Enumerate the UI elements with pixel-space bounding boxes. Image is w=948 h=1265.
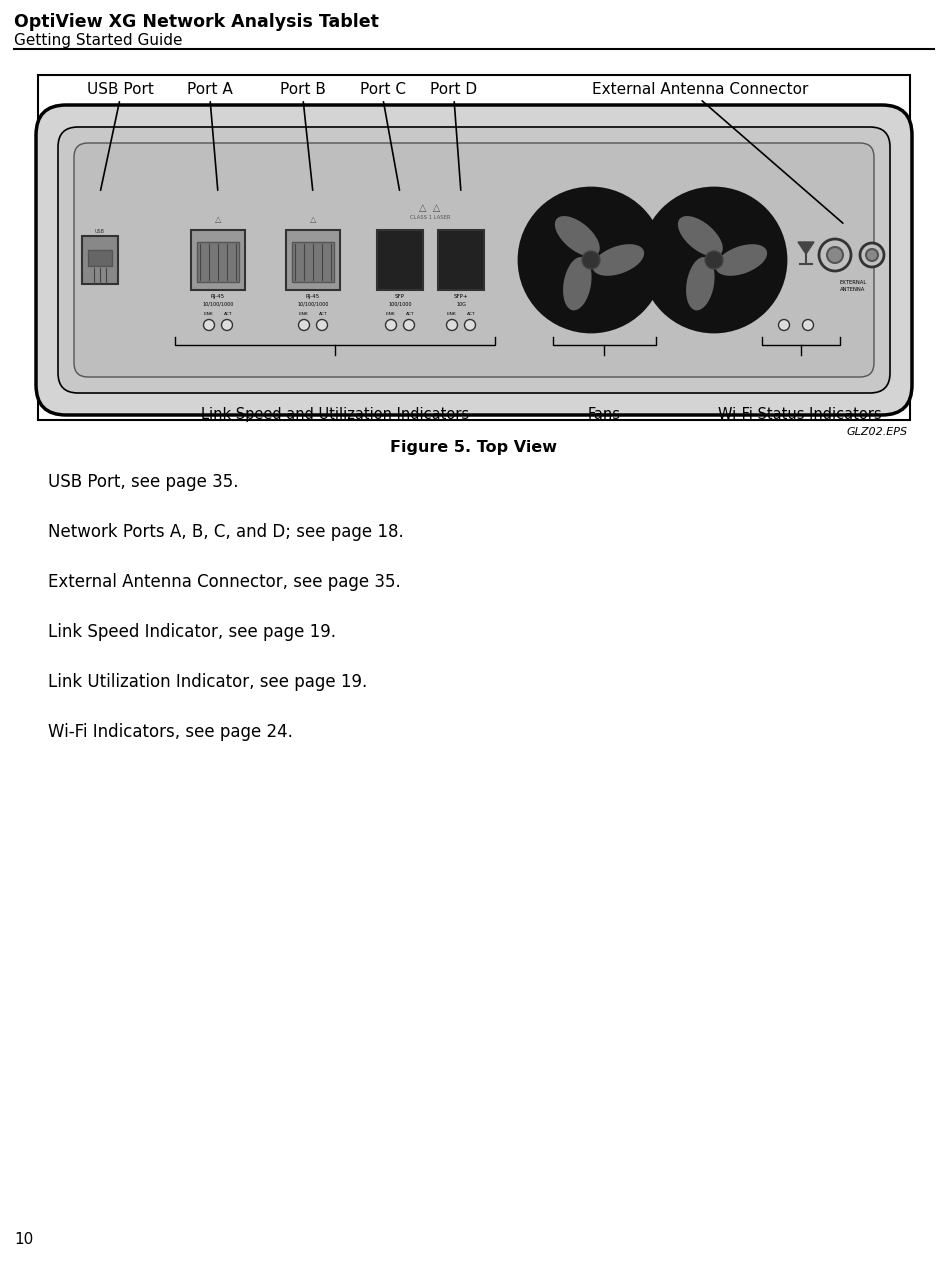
Text: SFP+: SFP+ (454, 293, 468, 299)
Text: △: △ (215, 215, 221, 224)
Text: RJ-45: RJ-45 (211, 293, 225, 299)
Text: △  △: △ △ (419, 202, 441, 213)
Text: 10/100/1000: 10/100/1000 (202, 302, 234, 307)
Text: Wi-Fi Indicators, see page 24.: Wi-Fi Indicators, see page 24. (48, 724, 293, 741)
Text: ACT: ACT (406, 312, 414, 316)
Text: Port A: Port A (187, 82, 233, 97)
Circle shape (386, 320, 396, 330)
Circle shape (860, 243, 884, 267)
Circle shape (582, 250, 600, 269)
Text: Link Speed and Utilization Indicators: Link Speed and Utilization Indicators (201, 407, 469, 423)
Circle shape (404, 320, 414, 330)
Text: Link Speed Indicator, see page 19.: Link Speed Indicator, see page 19. (48, 622, 336, 641)
Ellipse shape (563, 257, 592, 310)
Text: SFP: SFP (395, 293, 405, 299)
Text: Network Ports A, B, C, and D; see page 18.: Network Ports A, B, C, and D; see page 1… (48, 522, 404, 541)
Bar (286, 230, 340, 290)
Text: △: △ (310, 215, 317, 224)
Text: Port D: Port D (430, 82, 478, 97)
Circle shape (778, 320, 790, 330)
Bar (88, 250, 112, 266)
Text: Port C: Port C (360, 82, 406, 97)
Bar (197, 242, 239, 282)
Text: RJ-45: RJ-45 (306, 293, 320, 299)
Circle shape (222, 320, 232, 330)
Text: LINK: LINK (203, 312, 212, 316)
Text: 100/1000: 100/1000 (389, 302, 411, 307)
Bar (377, 230, 423, 290)
FancyBboxPatch shape (36, 105, 912, 415)
Ellipse shape (555, 216, 600, 257)
Circle shape (465, 320, 476, 330)
Text: LINK: LINK (447, 312, 456, 316)
Text: Port B: Port B (280, 82, 326, 97)
Text: Link Utilization Indicator, see page 19.: Link Utilization Indicator, see page 19. (48, 673, 367, 691)
Circle shape (299, 320, 309, 330)
Circle shape (519, 188, 663, 331)
Text: USB Port, see page 35.: USB Port, see page 35. (48, 473, 239, 491)
Text: USB: USB (95, 229, 105, 234)
Bar (438, 230, 484, 290)
Text: LINK: LINK (385, 312, 394, 316)
Text: EXTERNAL: EXTERNAL (839, 280, 866, 285)
Circle shape (705, 250, 723, 269)
Circle shape (819, 239, 851, 271)
Circle shape (866, 249, 878, 261)
Text: LINK: LINK (299, 312, 308, 316)
Bar (292, 242, 334, 282)
Text: ACT: ACT (466, 312, 475, 316)
Bar (82, 237, 118, 285)
Circle shape (317, 320, 327, 330)
Text: OptiView XG Network Analysis Tablet: OptiView XG Network Analysis Tablet (14, 13, 379, 32)
Ellipse shape (686, 257, 715, 310)
Bar (191, 230, 245, 290)
Text: Wi-Fi Status Indicators: Wi-Fi Status Indicators (719, 407, 882, 423)
Text: ACT: ACT (319, 312, 327, 316)
Text: Fans: Fans (588, 407, 621, 423)
Polygon shape (798, 242, 814, 254)
Text: 10: 10 (14, 1232, 33, 1247)
Text: 10/100/1000: 10/100/1000 (298, 302, 329, 307)
Circle shape (204, 320, 214, 330)
Text: Getting Started Guide: Getting Started Guide (14, 33, 183, 48)
Circle shape (803, 320, 813, 330)
Text: ANTENNA: ANTENNA (840, 287, 866, 292)
Bar (38, 75, 910, 420)
Text: 10G: 10G (456, 302, 466, 307)
Text: GLZ02.EPS: GLZ02.EPS (847, 428, 908, 436)
FancyBboxPatch shape (58, 126, 890, 393)
FancyBboxPatch shape (74, 143, 874, 377)
Text: USB Port: USB Port (86, 82, 154, 97)
Circle shape (447, 320, 458, 330)
Ellipse shape (716, 244, 767, 276)
Circle shape (642, 188, 786, 331)
Text: External Antenna Connector, see page 35.: External Antenna Connector, see page 35. (48, 573, 401, 591)
Text: External Antenna Connector: External Antenna Connector (592, 82, 809, 97)
Text: CLASS 1 LASER: CLASS 1 LASER (410, 215, 450, 220)
Text: ACT: ACT (224, 312, 232, 316)
Ellipse shape (592, 244, 644, 276)
Ellipse shape (678, 216, 722, 257)
Text: Figure 5. Top View: Figure 5. Top View (391, 440, 557, 455)
Circle shape (827, 247, 843, 263)
